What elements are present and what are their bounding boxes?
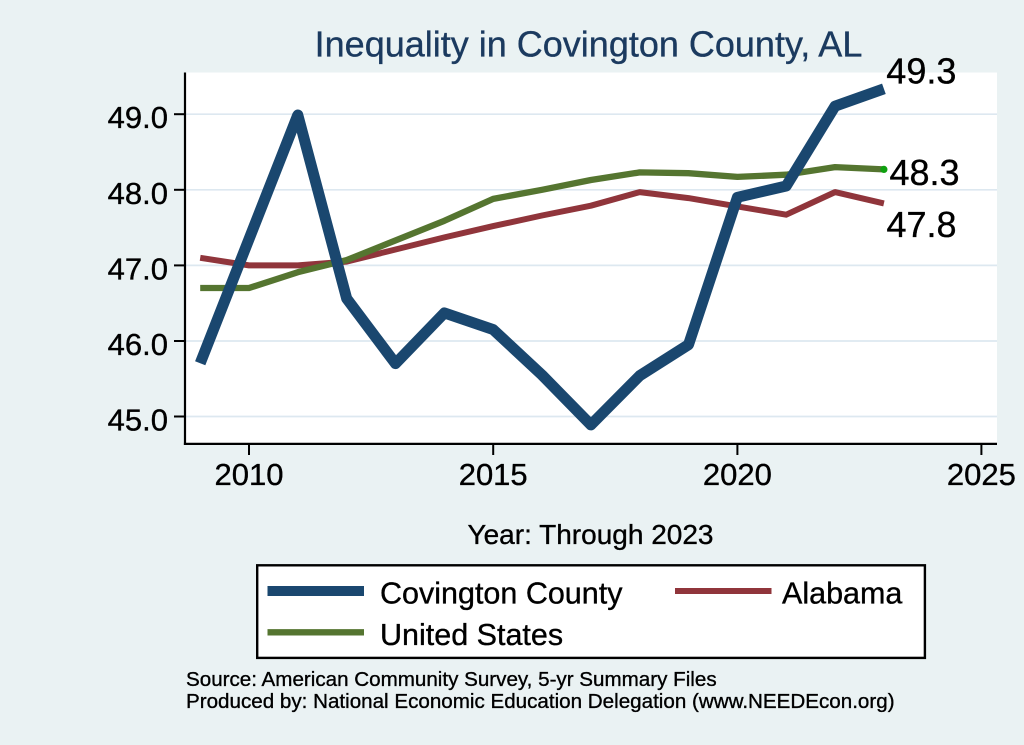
- svg-text:Alabama: Alabama: [782, 577, 902, 611]
- svg-text:48.0: 48.0: [108, 176, 168, 211]
- svg-text:Inequality in Covington County: Inequality in Covington County, AL: [315, 24, 863, 65]
- svg-text:48.3: 48.3: [890, 152, 960, 193]
- svg-text:Covington County: Covington County: [380, 577, 623, 611]
- svg-text:2015: 2015: [459, 457, 528, 492]
- svg-text:45.0: 45.0: [108, 403, 168, 438]
- svg-text:2020: 2020: [703, 457, 772, 492]
- svg-text:46.0: 46.0: [108, 327, 168, 362]
- svg-text:2025: 2025: [947, 457, 1016, 492]
- svg-text:Produced by: National Economic: Produced by: National Economic Education…: [186, 690, 895, 713]
- svg-text:47.8: 47.8: [887, 204, 957, 245]
- svg-text:49.0: 49.0: [108, 100, 168, 135]
- svg-text:2010: 2010: [215, 457, 284, 492]
- svg-text:United States: United States: [380, 618, 563, 652]
- svg-text:Year: Through 2023: Year: Through 2023: [468, 519, 714, 550]
- svg-text:Source: American Community Sur: Source: American Community Survey, 5-yr …: [186, 668, 717, 691]
- svg-text:49.3: 49.3: [886, 50, 956, 91]
- svg-text:47.0: 47.0: [108, 251, 168, 286]
